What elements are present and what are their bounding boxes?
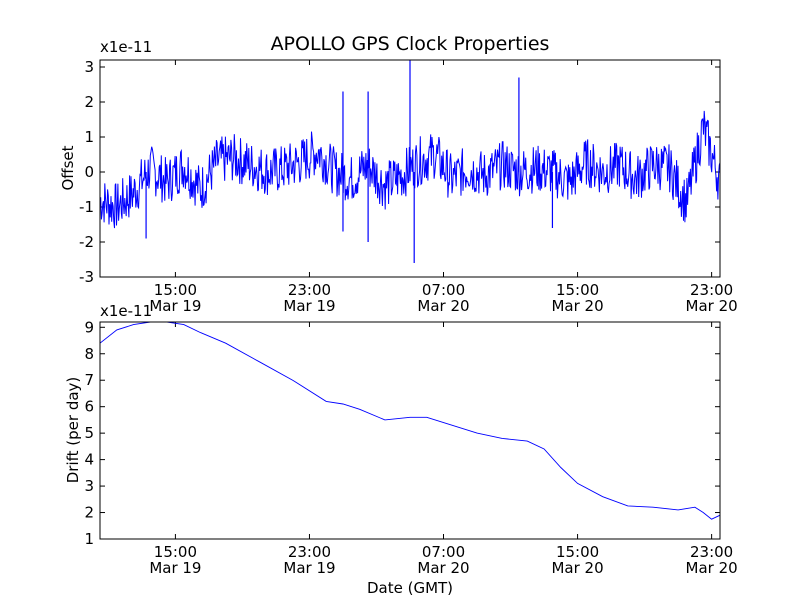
x-tick-time: 15:00	[154, 281, 197, 299]
offset-y-multiplier: x1e-11	[100, 38, 152, 56]
x-tick-time: 07:00	[422, 281, 465, 299]
y-tick-label: 0	[84, 163, 94, 181]
y-tick-label: -3	[79, 268, 94, 286]
offset-y-label: Offset	[59, 145, 77, 190]
x-tick-time: 15:00	[556, 543, 599, 561]
drift-y-multiplier: x1e-11	[100, 302, 152, 320]
chart-title: APOLLO GPS Clock Properties	[271, 33, 550, 55]
drift-x-label: Date (GMT)	[367, 579, 453, 597]
y-tick-label: 3	[84, 477, 94, 495]
x-tick-time: 23:00	[288, 543, 331, 561]
x-tick-time: 23:00	[288, 281, 331, 299]
y-tick-label: 5	[84, 424, 94, 442]
drift-axes-frame	[99, 321, 721, 540]
x-tick-date: Mar 20	[551, 559, 603, 577]
y-tick-label: 2	[84, 504, 94, 522]
y-tick-label: 1	[84, 530, 94, 548]
y-tick-label: -2	[79, 233, 94, 251]
y-tick-label: 6	[84, 398, 94, 416]
x-tick-date: Mar 20	[417, 297, 469, 315]
y-tick-label: 9	[84, 318, 94, 336]
x-tick-time: 15:00	[556, 281, 599, 299]
y-tick-label: 2	[84, 93, 94, 111]
series-line	[100, 322, 720, 520]
drift-plot-area	[100, 322, 720, 520]
drift-y-ticks: 1 2 3 4 5 6 7 8 9	[84, 318, 720, 548]
y-tick-label: 7	[84, 371, 94, 389]
x-tick-date: Mar 19	[283, 297, 335, 315]
x-tick-date: Mar 20	[686, 559, 738, 577]
x-tick-time: 23:00	[690, 543, 733, 561]
x-tick-date: Mar 19	[149, 297, 201, 315]
series-group	[100, 322, 720, 520]
x-tick-time: 23:00	[690, 281, 733, 299]
y-tick-label: 3	[84, 58, 94, 76]
y-tick-label: 4	[84, 451, 94, 469]
x-tick-time: 15:00	[154, 543, 197, 561]
offset-plot-area	[100, 60, 720, 263]
x-tick-date: Mar 19	[149, 559, 201, 577]
y-tick-label: 1	[84, 128, 94, 146]
series-group	[100, 60, 720, 263]
y-tick-label: 8	[84, 345, 94, 363]
series-line	[100, 110, 720, 229]
x-tick-date: Mar 20	[551, 297, 603, 315]
drift-y-label: Drift (per day)	[64, 377, 82, 484]
y-tick-label: -1	[79, 198, 94, 216]
x-tick-date: Mar 20	[686, 297, 738, 315]
offset-axes-frame	[99, 59, 721, 278]
x-tick-time: 07:00	[422, 543, 465, 561]
x-tick-date: Mar 20	[417, 559, 469, 577]
x-tick-date: Mar 19	[283, 559, 335, 577]
